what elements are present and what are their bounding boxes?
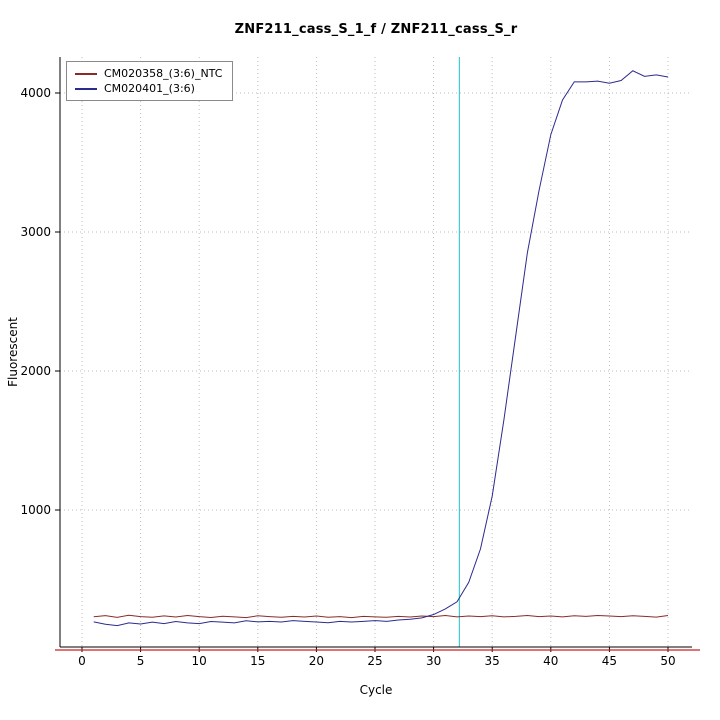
svg-text:4000: 4000: [20, 86, 51, 100]
svg-text:45: 45: [602, 654, 617, 668]
svg-text:2000: 2000: [20, 364, 51, 378]
svg-text:40: 40: [543, 654, 558, 668]
svg-text:1000: 1000: [20, 503, 51, 517]
svg-text:50: 50: [660, 654, 675, 668]
ntc-line-swatch: [75, 72, 97, 75]
svg-text:15: 15: [250, 654, 265, 668]
sample-line-swatch: [75, 87, 97, 90]
x-axis-label: Cycle: [359, 683, 393, 697]
chart-title: ZNF211_cass_S_1_f / ZNF211_cass_S_r: [234, 22, 518, 37]
svg-text:10: 10: [192, 654, 207, 668]
svg-text:30: 30: [426, 654, 441, 668]
legend-label-ntc: CM020358_(3:6)_NTC: [104, 67, 223, 80]
legend: CM020358_(3:6)_NTC CM020401_(3:6): [66, 61, 234, 101]
svg-text:35: 35: [485, 654, 500, 668]
svg-text:0: 0: [78, 654, 86, 668]
legend-item-sample: CM020401_(3:6): [75, 81, 222, 96]
svg-text:20: 20: [309, 654, 324, 668]
legend-item-ntc: CM020358_(3:6)_NTC: [75, 66, 222, 81]
svg-text:25: 25: [367, 654, 382, 668]
svg-text:5: 5: [137, 654, 145, 668]
legend-label-sample: CM020401_(3:6): [104, 82, 195, 95]
svg-text:3000: 3000: [20, 225, 51, 239]
